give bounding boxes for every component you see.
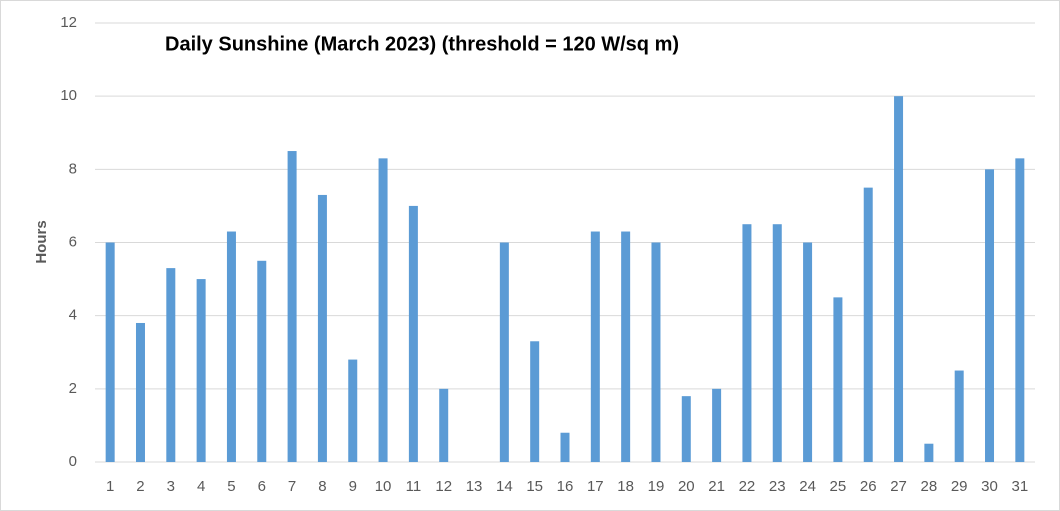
x-tick-label: 26 xyxy=(860,478,877,495)
x-tick-label: 20 xyxy=(678,478,695,495)
x-tick-label: 23 xyxy=(769,478,786,495)
bar xyxy=(621,231,631,462)
x-tick-label: 29 xyxy=(951,478,968,495)
bar xyxy=(651,242,661,462)
x-tick-label: 1 xyxy=(106,478,114,495)
x-tick-label: 9 xyxy=(349,478,357,495)
bar xyxy=(287,151,297,462)
bar xyxy=(439,388,449,462)
bar xyxy=(803,242,813,462)
x-tick-label: 3 xyxy=(167,478,175,495)
y-tick-label: 0 xyxy=(69,453,77,470)
bar xyxy=(499,242,509,462)
x-tick-label: 12 xyxy=(435,478,452,495)
x-tick-label: 30 xyxy=(981,478,998,495)
y-tick-label: 4 xyxy=(69,307,77,324)
bar xyxy=(196,279,206,462)
bar xyxy=(863,187,873,462)
y-tick-label: 8 xyxy=(69,160,77,177)
x-tick-label: 7 xyxy=(288,478,296,495)
bar xyxy=(135,322,145,462)
bar xyxy=(590,231,600,462)
x-tick-label: 11 xyxy=(406,478,422,495)
x-tick-label: 18 xyxy=(617,478,634,495)
bar xyxy=(681,396,691,462)
x-tick-label: 15 xyxy=(526,478,543,495)
x-tick-label: 16 xyxy=(557,478,574,495)
x-tick-label: 28 xyxy=(921,478,938,495)
x-tick-label: 8 xyxy=(318,478,326,495)
x-tick-label: 10 xyxy=(375,478,392,495)
x-tick-label: 22 xyxy=(739,478,756,495)
bar xyxy=(226,231,236,462)
bar xyxy=(560,432,570,462)
x-tick-label: 27 xyxy=(890,478,907,495)
bar xyxy=(530,341,540,462)
bar xyxy=(348,359,358,462)
chart-title: Daily Sunshine (March 2023) (threshold =… xyxy=(165,33,679,55)
x-tick-label: 6 xyxy=(258,478,266,495)
y-tick-label: 12 xyxy=(60,14,77,31)
bar xyxy=(257,260,267,462)
bar xyxy=(742,224,752,462)
bar xyxy=(317,194,327,463)
bar xyxy=(1015,158,1025,462)
y-tick-label: 10 xyxy=(60,87,77,104)
bar xyxy=(833,297,843,462)
bar xyxy=(924,443,934,462)
x-tick-label: 5 xyxy=(227,478,235,495)
x-tick-label: 2 xyxy=(136,478,144,495)
x-tick-label: 4 xyxy=(197,478,205,495)
x-tick-label: 17 xyxy=(587,478,604,495)
y-axis-label: Hours xyxy=(33,220,50,263)
bar xyxy=(772,224,782,462)
bar xyxy=(166,268,176,462)
x-tick-label: 14 xyxy=(496,478,513,495)
bar xyxy=(378,158,388,462)
bar xyxy=(105,242,115,462)
bar xyxy=(985,169,995,463)
x-tick-label: 19 xyxy=(648,478,665,495)
y-tick-label: 6 xyxy=(69,233,77,250)
x-tick-label: 21 xyxy=(708,478,725,495)
x-tick-label: 24 xyxy=(799,478,816,495)
bar xyxy=(894,96,904,463)
x-tick-label: 13 xyxy=(466,478,483,495)
bar xyxy=(954,370,964,462)
x-tick-label: 31 xyxy=(1011,478,1028,495)
x-tick-label: 25 xyxy=(830,478,847,495)
bar xyxy=(408,205,418,462)
bar xyxy=(712,388,722,462)
y-tick-label: 2 xyxy=(69,380,77,397)
